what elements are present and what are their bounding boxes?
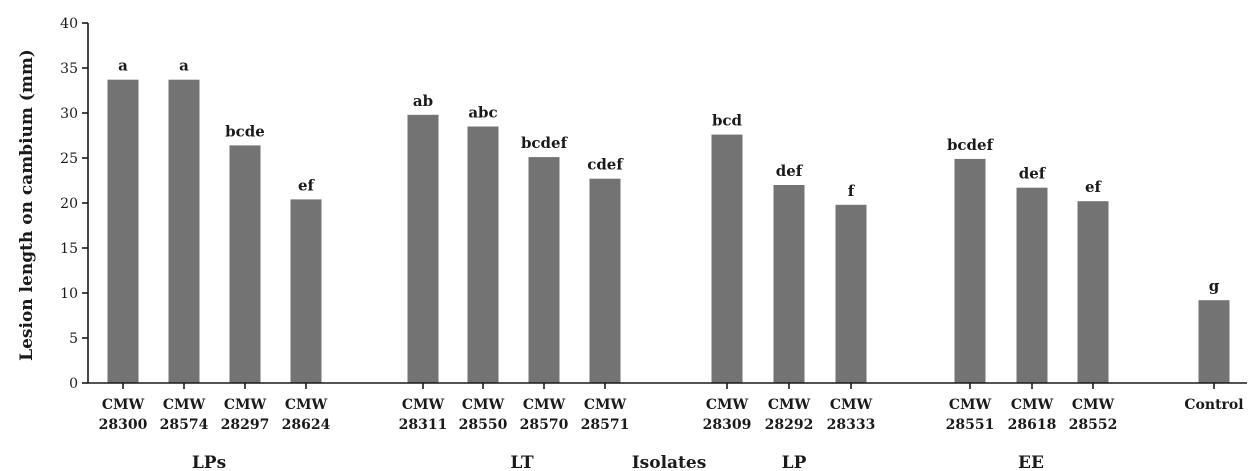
significance-letter: def bbox=[776, 162, 804, 180]
bar bbox=[589, 178, 621, 383]
category-label-line2: 28618 bbox=[1008, 417, 1057, 433]
category-label-line2: 28574 bbox=[160, 417, 209, 433]
significance-letter: g bbox=[1209, 277, 1220, 295]
category-label-line2: 28552 bbox=[1069, 417, 1118, 433]
y-tick-label: 35 bbox=[60, 61, 78, 77]
bar bbox=[229, 145, 261, 383]
category-label-line2: 28333 bbox=[827, 417, 876, 433]
category-label-line2: 28624 bbox=[282, 417, 331, 433]
labels-layer: 0 5 10 15 20 25 30 35 40 a CMW 28300 a CMW 28574 bcde CM… bbox=[60, 16, 1243, 471]
y-tick-label: 40 bbox=[60, 16, 78, 32]
category-label-line1: CMW bbox=[402, 397, 445, 413]
group-label: LT bbox=[510, 453, 534, 471]
group-label: LP bbox=[782, 453, 807, 471]
category-label-line2: 28297 bbox=[221, 417, 270, 433]
bar bbox=[835, 204, 867, 383]
bar bbox=[711, 134, 743, 383]
significance-letter: ef bbox=[1085, 178, 1103, 196]
category-label-line1: CMW bbox=[102, 397, 145, 413]
significance-letter: cdef bbox=[587, 156, 624, 174]
y-tick-label: 0 bbox=[69, 376, 78, 392]
category-label-line1: CMW bbox=[462, 397, 505, 413]
category-label-line1: CMW bbox=[706, 397, 749, 413]
significance-letter: a bbox=[118, 57, 128, 75]
category-label-line2: 28309 bbox=[703, 417, 752, 433]
axes-layer bbox=[82, 22, 1247, 389]
significance-letter: bcde bbox=[225, 122, 265, 140]
y-tick-label: 20 bbox=[60, 196, 78, 212]
bar bbox=[407, 114, 439, 384]
category-label-line1: Control bbox=[1184, 397, 1243, 413]
category-label-line1: CMW bbox=[523, 397, 566, 413]
category-label-line1: CMW bbox=[949, 397, 992, 413]
category-label-line2: 28551 bbox=[946, 417, 995, 433]
bar bbox=[107, 79, 139, 383]
significance-letter: bcdef bbox=[521, 134, 569, 152]
category-label-line1: CMW bbox=[768, 397, 811, 413]
bar bbox=[467, 126, 499, 383]
y-axis-label: Lesion length on cambium (mm) bbox=[17, 49, 37, 361]
bar bbox=[773, 185, 805, 383]
category-label-line1: CMW bbox=[285, 397, 328, 413]
y-tick-label: 25 bbox=[60, 151, 78, 167]
y-tick-label: 30 bbox=[60, 106, 78, 122]
significance-letter: abc bbox=[468, 104, 497, 122]
significance-letter: def bbox=[1019, 165, 1047, 183]
category-label-line2: 28550 bbox=[459, 417, 508, 433]
category-label-line2: 28571 bbox=[581, 417, 630, 433]
significance-letter: bcdef bbox=[947, 136, 995, 154]
bar bbox=[1016, 187, 1048, 383]
category-label-line2: 28292 bbox=[765, 417, 814, 433]
bar bbox=[290, 199, 322, 383]
significance-letter: a bbox=[179, 57, 189, 75]
bar bbox=[168, 79, 200, 383]
significance-letter: f bbox=[848, 182, 856, 200]
category-label-line2: 28570 bbox=[520, 417, 569, 433]
y-tick-label: 5 bbox=[69, 331, 78, 347]
group-label: EE bbox=[1018, 453, 1044, 471]
group-label: LPs bbox=[192, 453, 226, 471]
significance-letter: ef bbox=[298, 176, 316, 194]
category-label-line1: CMW bbox=[830, 397, 873, 413]
significance-letter: ab bbox=[413, 92, 433, 110]
bar bbox=[528, 157, 560, 383]
category-label-line1: CMW bbox=[1011, 397, 1054, 413]
category-label-line2: 28300 bbox=[99, 417, 148, 433]
bar bbox=[954, 158, 986, 383]
category-label-line1: CMW bbox=[1072, 397, 1115, 413]
y-tick-label: 15 bbox=[60, 241, 78, 257]
category-label-line1: CMW bbox=[584, 397, 627, 413]
category-label-line1: CMW bbox=[224, 397, 267, 413]
bar bbox=[1198, 300, 1230, 383]
category-label-line1: CMW bbox=[163, 397, 206, 413]
significance-letter: bcd bbox=[712, 112, 743, 130]
x-axis-label: Isolates bbox=[632, 453, 707, 471]
bars-layer bbox=[107, 79, 1230, 384]
category-label-line2: 28311 bbox=[399, 417, 448, 433]
y-tick-label: 10 bbox=[60, 286, 78, 302]
bar bbox=[1077, 201, 1109, 383]
